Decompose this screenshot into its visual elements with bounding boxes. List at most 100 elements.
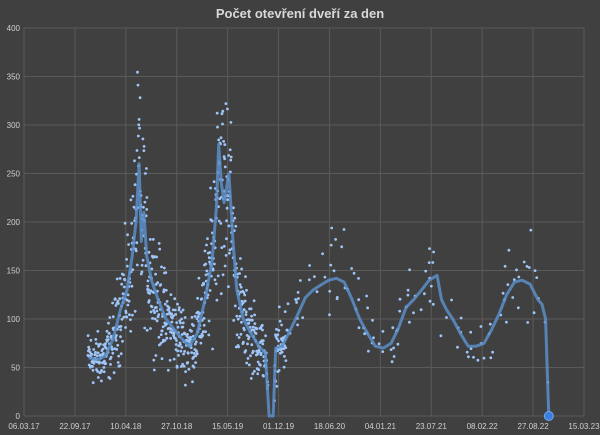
data-point (119, 352, 123, 356)
data-point (135, 149, 139, 152)
data-point (503, 264, 507, 268)
data-point (187, 367, 191, 371)
data-point (157, 313, 161, 316)
data-point (381, 350, 385, 353)
data-point (221, 109, 225, 113)
data-point (535, 276, 539, 279)
data-point (243, 293, 247, 297)
data-point (330, 226, 334, 230)
data-point (123, 278, 127, 282)
data-point (195, 317, 199, 320)
data-point (180, 345, 184, 349)
data-point (87, 345, 91, 349)
data-point (130, 222, 134, 225)
data-point (162, 288, 166, 292)
data-point (164, 288, 168, 292)
data-point (194, 361, 198, 364)
data-point (88, 348, 91, 351)
data-point (295, 301, 298, 304)
data-point (241, 301, 245, 305)
data-point (489, 356, 493, 360)
data-point (114, 297, 117, 301)
data-point (184, 370, 188, 373)
y-tick-label: 350 (7, 73, 21, 82)
data-point (512, 278, 516, 281)
data-point (163, 339, 167, 342)
data-point (247, 337, 250, 341)
y-tick-label: 300 (7, 121, 21, 130)
data-point (135, 263, 139, 267)
data-point (104, 342, 107, 346)
data-point (116, 361, 120, 364)
data-point (184, 383, 187, 387)
data-point (245, 288, 248, 292)
data-point (334, 238, 337, 241)
data-point (143, 200, 147, 204)
data-point (219, 292, 223, 296)
data-point (155, 319, 159, 323)
data-point (229, 121, 233, 124)
data-point (296, 291, 300, 294)
data-point (249, 307, 253, 311)
data-point (175, 366, 179, 369)
data-point (110, 348, 114, 351)
data-point (227, 285, 230, 289)
data-point (158, 247, 162, 251)
data-point (275, 337, 279, 341)
data-point (164, 271, 168, 274)
data-point (352, 271, 356, 275)
data-point (129, 329, 133, 333)
data-point (219, 222, 223, 225)
data-point (142, 149, 146, 153)
x-tick-label: 18.06.20 (314, 422, 346, 431)
data-point (363, 332, 366, 336)
data-point (109, 363, 112, 366)
data-point (145, 328, 149, 332)
data-point (124, 326, 127, 329)
data-point (126, 293, 130, 297)
data-point (261, 328, 264, 332)
data-point (275, 384, 279, 388)
data-point (377, 342, 381, 346)
data-point (117, 302, 120, 305)
data-point (226, 107, 229, 111)
data-point (238, 272, 242, 275)
data-point (366, 306, 369, 310)
data-point (190, 351, 194, 354)
data-point (181, 325, 185, 329)
data-point (133, 309, 137, 313)
data-point (239, 285, 243, 289)
data-point (406, 293, 410, 297)
data-point (529, 228, 533, 232)
data-point (107, 331, 111, 335)
data-point (181, 308, 185, 312)
data-point (190, 315, 194, 319)
data-point (522, 260, 526, 264)
data-point (144, 264, 148, 268)
data-point (118, 297, 122, 301)
data-point (138, 126, 142, 130)
data-point (120, 282, 124, 286)
data-point (91, 368, 95, 372)
data-point (392, 346, 395, 350)
data-point (144, 172, 147, 175)
data-point (149, 327, 152, 330)
data-point (125, 315, 129, 319)
data-point (155, 309, 159, 313)
data-point (229, 155, 233, 159)
data-point (166, 368, 170, 372)
data-point (202, 323, 206, 327)
data-point (328, 289, 332, 293)
data-point (94, 350, 97, 354)
data-point (191, 380, 194, 384)
data-point (137, 118, 141, 121)
data-point (491, 350, 494, 354)
data-point (176, 325, 180, 329)
data-point (138, 96, 142, 100)
data-point (253, 313, 256, 317)
data-point (177, 308, 181, 312)
data-point (250, 318, 254, 322)
data-point (390, 360, 394, 364)
data-point (439, 334, 443, 338)
data-point (479, 325, 483, 328)
